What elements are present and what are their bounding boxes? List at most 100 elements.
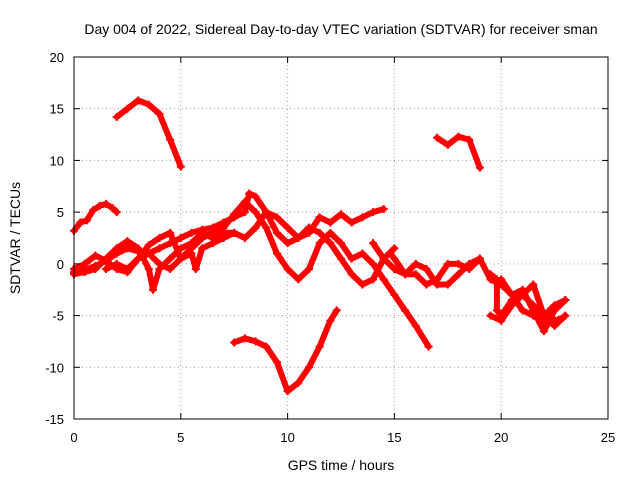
data-point — [454, 132, 463, 141]
data-point — [326, 218, 335, 227]
data-point — [251, 337, 260, 346]
data-point — [187, 239, 196, 248]
y-axis-label: SDTVAR / TECUs — [7, 182, 23, 294]
data-point — [443, 259, 452, 268]
y-tick-label: 0 — [57, 257, 64, 272]
data-point — [390, 290, 399, 299]
data-point — [326, 239, 335, 248]
data-point — [465, 259, 474, 268]
data-point — [283, 387, 292, 396]
data-point — [401, 270, 410, 279]
y-tick-label: 20 — [50, 50, 64, 65]
data-point — [347, 270, 356, 279]
data-point — [550, 321, 559, 330]
data-point — [411, 270, 420, 279]
data-point — [539, 327, 548, 336]
data-point — [272, 228, 281, 237]
data-point — [198, 244, 207, 253]
x-tick-label: 20 — [494, 430, 508, 445]
data-point — [176, 244, 185, 253]
data-point — [262, 342, 271, 351]
data-point — [475, 254, 484, 263]
data-point — [379, 275, 388, 284]
y-tick-label: 15 — [50, 102, 64, 117]
data-point — [422, 265, 431, 274]
data-point — [369, 275, 378, 284]
data-point — [176, 254, 185, 263]
data-point — [219, 234, 228, 242]
data-point — [155, 109, 164, 118]
data-point — [155, 244, 164, 253]
data-point — [294, 234, 303, 242]
data-point — [465, 135, 474, 144]
data-point — [369, 259, 378, 268]
data-point — [230, 228, 239, 237]
data-point — [240, 208, 249, 217]
data-point — [123, 237, 132, 246]
data-point — [304, 363, 313, 372]
data-point — [144, 265, 153, 274]
x-tick-label: 10 — [280, 430, 294, 445]
data-point — [166, 228, 175, 237]
data-point — [272, 213, 281, 222]
data-point — [358, 249, 367, 258]
y-tick-label: 5 — [57, 205, 64, 220]
data-point — [283, 239, 292, 248]
data-point — [230, 210, 239, 219]
data-point — [358, 280, 367, 289]
data-point — [80, 259, 89, 268]
data-point — [134, 96, 143, 105]
data-point — [251, 223, 260, 232]
data-point — [326, 316, 335, 325]
data-point — [337, 254, 345, 263]
x-tick-label: 25 — [601, 430, 615, 445]
data-point — [486, 270, 495, 279]
data-point — [337, 210, 345, 219]
data-point — [518, 290, 527, 299]
data-point — [304, 265, 313, 274]
data-point — [272, 249, 281, 258]
data-point — [82, 216, 91, 225]
data-point — [240, 197, 249, 206]
x-tick-label: 15 — [387, 430, 401, 445]
data-point — [529, 280, 538, 289]
y-tick-label: -5 — [52, 309, 64, 324]
data-point — [433, 133, 442, 142]
data-point — [507, 290, 516, 299]
x-axis-label: GPS time / hours — [288, 457, 395, 473]
data-point — [518, 306, 527, 315]
data-point — [187, 249, 196, 258]
data-point — [191, 265, 200, 274]
data-point — [386, 249, 395, 258]
data-point — [294, 275, 303, 284]
data-point — [379, 205, 388, 214]
data-point — [529, 301, 538, 310]
data-point — [283, 265, 292, 274]
tick-labels: 0 5 10 15 20 25 -15 -10 -5 0 5 10 15 20 — [45, 50, 615, 445]
grid — [74, 57, 608, 419]
data-point — [102, 254, 111, 263]
chart-title: Day 004 of 2022, Sidereal Day-to-day VTE… — [84, 21, 597, 37]
data-point — [102, 265, 111, 274]
data-point — [112, 112, 121, 121]
data-point — [166, 265, 175, 274]
data-point — [304, 228, 313, 237]
data-point — [315, 239, 324, 248]
data-point — [424, 342, 433, 351]
ticks — [73, 56, 609, 420]
data-point — [497, 275, 506, 284]
data-point — [326, 228, 335, 237]
data-point — [332, 306, 341, 315]
data-point — [492, 306, 501, 315]
data-point — [369, 239, 378, 248]
data-point — [272, 358, 281, 367]
data-point — [230, 338, 239, 347]
data-point — [443, 280, 452, 289]
data-point — [315, 342, 324, 351]
x-tick-label: 5 — [177, 430, 184, 445]
data-point — [144, 100, 153, 109]
data-point — [315, 228, 324, 237]
y-tick-label: 10 — [50, 153, 64, 168]
data-point — [240, 334, 249, 343]
data-point — [240, 234, 249, 242]
